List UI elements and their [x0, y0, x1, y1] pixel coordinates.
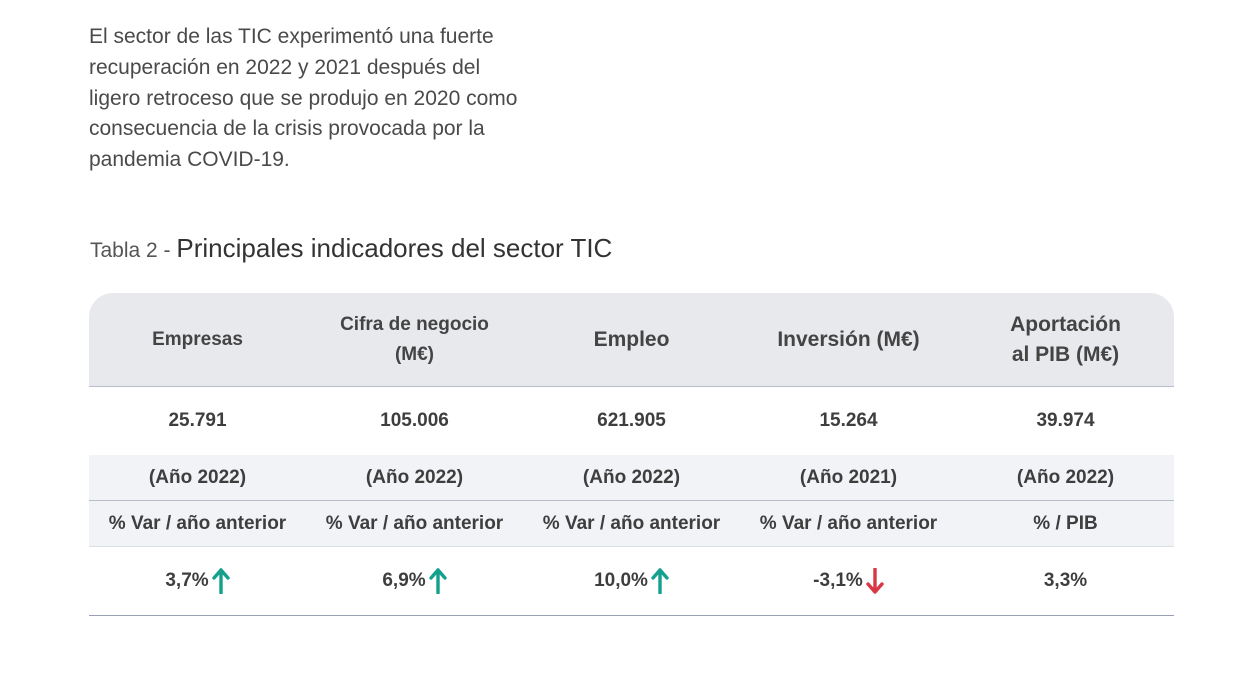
change-value: -3,1% — [813, 570, 863, 591]
arrow-down-icon — [866, 568, 884, 594]
value-cell: 39.974 — [1036, 410, 1095, 431]
table-caption-title: Principales indicadores del sector TIC — [176, 233, 613, 263]
var-label-cell: % / PIB — [1033, 512, 1098, 534]
change-value: 3,3% — [1043, 570, 1088, 591]
intro-paragraph: El sector de las TIC experimentó una fue… — [89, 25, 518, 172]
year-cell: (Año 2022) — [582, 466, 681, 488]
table-header-row: Empresas Cifra de negocio (M€) Empleo In… — [89, 293, 1174, 387]
table-caption: Tabla 2 - Principales indicadores del se… — [90, 233, 612, 264]
table-values-row: 25.791 105.006 621.905 15.264 39.974 — [89, 387, 1174, 455]
change-cell: 3,7% — [89, 547, 306, 615]
table-caption-prefix: Tabla 2 - — [90, 239, 177, 262]
change-value: 6,9% — [382, 570, 426, 591]
var-label-cell: % Var / año anterior — [759, 512, 938, 534]
var-label-cell: % Var / año anterior — [542, 512, 721, 534]
table-var-labels-row: % Var / año anterior % Var / año anterio… — [89, 501, 1174, 547]
arrow-up-icon — [211, 568, 230, 594]
change-cell: 6,9% — [306, 547, 523, 615]
header-cell-aportacion-pib: Aportación al PIB (M€) — [1010, 312, 1121, 366]
header-cell-empresas: Empresas — [152, 328, 243, 350]
header-cell-inversion: Inversión (M€) — [777, 327, 920, 351]
change-cell: 10,0% — [523, 547, 740, 615]
table-years-row: (Año 2022) (Año 2022) (Año 2022) (Año 20… — [89, 455, 1174, 501]
value-cell: 105.006 — [380, 410, 449, 431]
header-cell-cifra-negocio: Cifra de negocio (M€) — [340, 313, 489, 365]
year-cell: (Año 2022) — [1016, 466, 1115, 488]
value-cell: 15.264 — [819, 410, 878, 431]
year-cell: (Año 2021) — [799, 466, 898, 488]
value-cell: 621.905 — [597, 410, 666, 431]
header-cell-empleo: Empleo — [593, 327, 670, 351]
change-value: 3,7% — [165, 570, 209, 591]
year-cell: (Año 2022) — [365, 466, 464, 488]
change-value: 10,0% — [594, 570, 648, 591]
year-cell: (Año 2022) — [148, 466, 247, 488]
arrow-up-icon — [428, 568, 447, 594]
change-cell: 3,3% — [957, 547, 1174, 615]
table-changes-row: 3,7% 6,9% 10,0% -3,1% 3,3% — [89, 547, 1174, 616]
indicators-table: Empresas Cifra de negocio (M€) Empleo In… — [89, 293, 1174, 616]
arrow-up-icon — [651, 568, 669, 594]
var-label-cell: % Var / año anterior — [325, 512, 504, 534]
change-cell: -3,1% — [740, 547, 957, 615]
value-cell: 25.791 — [168, 410, 227, 431]
var-label-cell: % Var / año anterior — [108, 512, 287, 534]
